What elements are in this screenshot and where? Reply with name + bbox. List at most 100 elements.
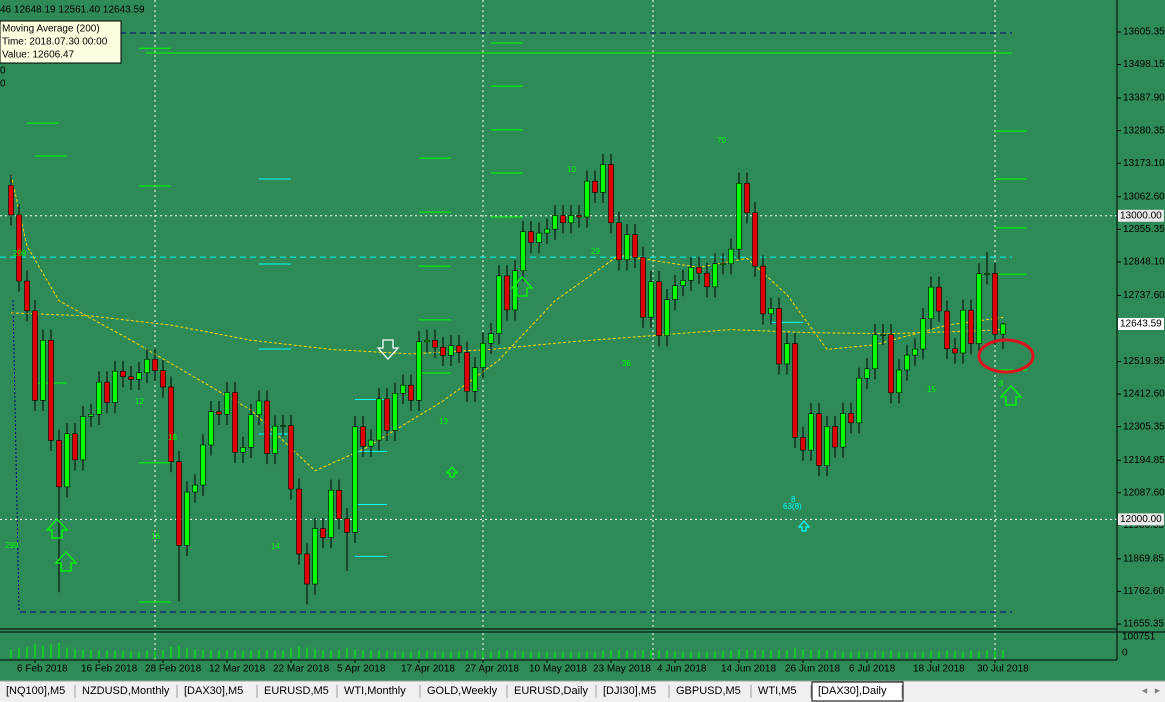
tab[interactable]: NZDUSD,Monthly bbox=[82, 685, 178, 698]
candle-body bbox=[816, 413, 822, 466]
candle-body bbox=[368, 439, 374, 447]
candle-body bbox=[280, 425, 286, 427]
tab-label[interactable]: [NQ100],M5 bbox=[6, 685, 65, 697]
candle-body bbox=[168, 386, 174, 462]
moving-average bbox=[10, 174, 1004, 472]
price-label: 12000.00 bbox=[1120, 514, 1162, 525]
tab-label[interactable]: EURUSD,Daily bbox=[514, 685, 588, 697]
scroll-left[interactable]: ◄ bbox=[1140, 685, 1149, 695]
candle-body bbox=[112, 370, 118, 403]
candle-body bbox=[64, 433, 70, 488]
tab[interactable]: WTI,Monthly bbox=[344, 685, 421, 698]
candle-body bbox=[632, 234, 638, 258]
tab[interactable]: [NQ100],M5 bbox=[6, 685, 76, 698]
tooltip: Moving Average (200) Time: 2018.07.30 00… bbox=[0, 20, 122, 64]
tab[interactable]: [DJI30],M5 bbox=[603, 685, 670, 698]
y-tick-label: 12194.85 bbox=[1123, 455, 1165, 466]
x-tick-label: 18 Jul 2018 bbox=[913, 664, 965, 675]
candle-body bbox=[608, 164, 614, 224]
y-tick-label: 13387.90 bbox=[1123, 93, 1165, 104]
tab[interactable]: [DAX30],Daily bbox=[811, 681, 904, 702]
candle-body bbox=[904, 354, 910, 371]
candle-body bbox=[936, 286, 942, 312]
tab-label[interactable]: [DAX30],Daily bbox=[818, 685, 887, 697]
up-arrow bbox=[45, 518, 69, 539]
candle-body bbox=[696, 267, 702, 274]
candle-body bbox=[176, 461, 182, 546]
tab-label[interactable]: [DJI30],M5 bbox=[603, 685, 656, 697]
x-tick-label: 27 Apr 2018 bbox=[465, 664, 519, 675]
x-tick-label: 30 Jul 2018 bbox=[977, 664, 1029, 675]
tab[interactable]: EURUSD,M5 bbox=[264, 685, 338, 698]
tab-label[interactable]: GBPUSD,M5 bbox=[676, 685, 741, 697]
y-tick-label: 12412.60 bbox=[1123, 389, 1165, 400]
tab[interactable]: GBPUSD,M5 bbox=[676, 685, 752, 698]
candle-body bbox=[384, 398, 390, 431]
tooltip-box bbox=[0, 20, 122, 64]
annotation: 13 bbox=[439, 417, 448, 426]
candle-body bbox=[896, 369, 902, 394]
tooltip-value: Value: 12606.47 bbox=[2, 50, 75, 61]
candle-body bbox=[984, 273, 990, 275]
candle-body bbox=[952, 348, 958, 354]
tab-label[interactable]: [DAX30],M5 bbox=[184, 685, 243, 697]
tab-label[interactable]: GOLD,Weekly bbox=[427, 685, 498, 697]
candle-body bbox=[248, 414, 254, 448]
scroll-right[interactable]: ► bbox=[1153, 685, 1162, 695]
candle-body bbox=[336, 489, 342, 520]
side-label: 0 bbox=[0, 66, 6, 77]
candle-body bbox=[528, 231, 534, 243]
up-arrow bbox=[54, 551, 78, 572]
up-arrow bbox=[445, 465, 459, 478]
tab-label[interactable]: WTI,Monthly bbox=[344, 685, 406, 697]
price-label: 13000.00 bbox=[1120, 210, 1162, 221]
x-tick-label: 22 Mar 2018 bbox=[273, 664, 330, 675]
candle-body bbox=[872, 334, 878, 370]
tab-label[interactable]: NZDUSD,Monthly bbox=[82, 685, 170, 697]
tab-label[interactable]: WTI,M5 bbox=[758, 685, 797, 697]
candle-body bbox=[960, 309, 966, 354]
candle-body bbox=[96, 381, 102, 415]
candle-body bbox=[544, 228, 550, 234]
price-label-box bbox=[1118, 513, 1164, 526]
candle-body bbox=[880, 334, 886, 336]
candle-body bbox=[992, 273, 998, 335]
candle-body bbox=[760, 265, 766, 315]
candle-body bbox=[648, 281, 654, 318]
x-tick-label: 26 Jun 2018 bbox=[785, 664, 840, 675]
candle-body bbox=[728, 248, 734, 265]
candle-body bbox=[88, 414, 94, 417]
candle-body bbox=[640, 257, 646, 318]
candle-body bbox=[416, 341, 422, 401]
x-tick-label: 17 Apr 2018 bbox=[401, 664, 455, 675]
candle-body bbox=[160, 370, 166, 388]
annotation: 14 bbox=[271, 542, 280, 551]
up-arrow bbox=[510, 276, 534, 297]
candle-body bbox=[552, 215, 558, 230]
tab[interactable]: EURUSD,Daily bbox=[514, 685, 597, 698]
x-tick-label: 4 Jun 2018 bbox=[657, 664, 707, 675]
tab-label[interactable]: EURUSD,M5 bbox=[264, 685, 329, 697]
candle-body bbox=[976, 273, 982, 344]
tab[interactable]: GOLD,Weekly bbox=[427, 685, 508, 698]
candle-body bbox=[656, 281, 662, 336]
candle-body bbox=[840, 413, 846, 448]
candle-body bbox=[592, 180, 598, 193]
y-tick-label: 12737.60 bbox=[1123, 290, 1165, 301]
candle-body bbox=[312, 528, 318, 585]
tab[interactable]: WTI,M5 bbox=[758, 685, 812, 698]
annotation: 8 bbox=[791, 495, 796, 504]
candle-body bbox=[472, 367, 478, 392]
tab[interactable]: [DAX30],M5 bbox=[184, 685, 258, 698]
candle-body bbox=[120, 370, 126, 377]
candle-body bbox=[200, 444, 206, 486]
candle-body bbox=[744, 182, 750, 214]
candle-body bbox=[344, 518, 350, 533]
annotation: 63(8) bbox=[783, 502, 802, 511]
annotation: 8 bbox=[999, 379, 1004, 388]
candle-body bbox=[392, 393, 398, 431]
x-tick-label: 5 Apr 2018 bbox=[337, 664, 386, 675]
candle-body bbox=[624, 234, 630, 261]
